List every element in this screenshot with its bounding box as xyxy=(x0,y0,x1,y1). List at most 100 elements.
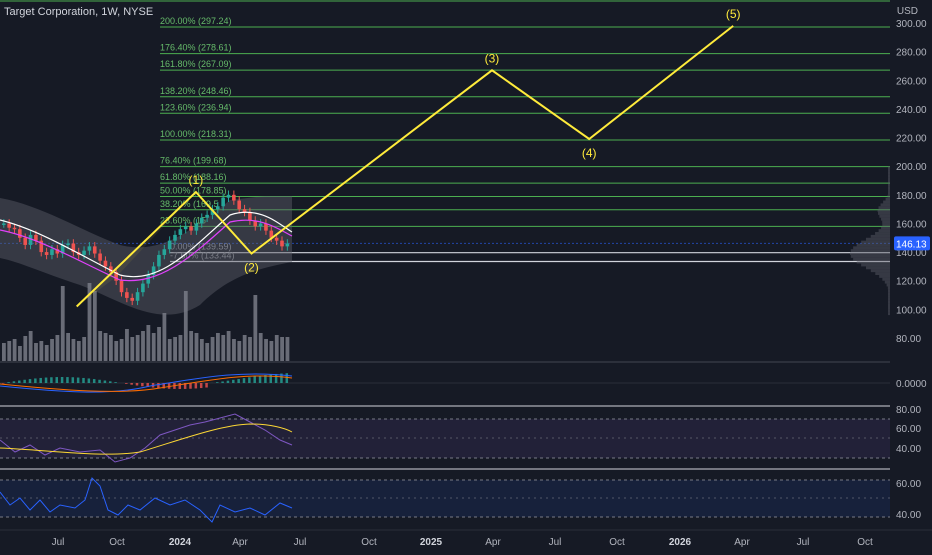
price-axis-tick: 280.00 xyxy=(896,48,927,59)
macd-histogram-bar xyxy=(125,383,128,384)
volume-profile-bar xyxy=(887,195,890,198)
volume-bar xyxy=(34,343,38,361)
candle-body xyxy=(259,223,263,226)
candle-body xyxy=(195,223,199,230)
volume-profile-bar xyxy=(888,183,890,186)
volume-bar xyxy=(216,333,220,361)
time-axis-tick: Oct xyxy=(361,537,377,548)
candle-body xyxy=(13,228,17,230)
volume-profile-bar xyxy=(882,221,890,224)
volume-bar xyxy=(189,331,193,361)
volume-bar xyxy=(184,291,188,361)
macd-histogram-bar xyxy=(237,379,240,383)
macd-histogram-bar xyxy=(45,378,48,383)
volume-profile-bar xyxy=(881,218,890,221)
macd-histogram-bar xyxy=(205,383,208,388)
volume-profile-bar xyxy=(888,192,890,195)
time-axis-tick: Jul xyxy=(52,537,65,548)
candle-body xyxy=(286,244,290,247)
candle-body xyxy=(125,292,129,298)
volume-profile-bar xyxy=(888,189,890,192)
macd-histogram-bar xyxy=(157,383,160,388)
volume-bar xyxy=(98,331,102,361)
volume-profile-bar xyxy=(888,178,890,181)
volume-bar xyxy=(23,336,27,361)
candle-body xyxy=(280,241,284,247)
oscillator-axis-tick: 40.00 xyxy=(896,510,921,521)
time-axis-tick: Jul xyxy=(294,537,307,548)
volume-bar xyxy=(200,339,204,361)
last-price-value: 146.13 xyxy=(896,239,927,250)
volume-profile-bar xyxy=(871,235,890,238)
macd-histogram-bar xyxy=(275,374,278,383)
macd-histogram-bar xyxy=(136,383,139,386)
time-axis-tick: Jul xyxy=(797,537,810,548)
volume-profile-bar xyxy=(857,244,890,247)
volume-bar xyxy=(280,337,284,361)
volume-profile-bar xyxy=(888,286,890,289)
volume-bar xyxy=(114,341,118,361)
symbol-title[interactable]: Target Corporation, 1W, NYSE xyxy=(4,6,153,18)
candle-body xyxy=(2,223,6,225)
volume-profile-bar xyxy=(878,212,890,215)
volume-profile-bar xyxy=(881,203,890,206)
volume-profile-bar xyxy=(853,246,890,249)
volume-bar xyxy=(66,333,70,361)
candle-body xyxy=(227,195,231,198)
volume-bar xyxy=(163,313,167,361)
volume-bar xyxy=(179,335,183,361)
macd-histogram-bar xyxy=(61,377,64,383)
volume-bar xyxy=(104,333,108,361)
macd-axis-tick: 0.0000 xyxy=(896,379,927,390)
time-axis-tick: Oct xyxy=(609,537,625,548)
time-axis-tick: 2026 xyxy=(669,537,692,548)
price-axis-tick: 100.00 xyxy=(896,305,927,316)
macd-histogram-bar xyxy=(216,382,219,383)
price-axis-tick: 120.00 xyxy=(896,277,927,288)
volume-profile-bar xyxy=(878,209,890,212)
fib-label: 100.00% (218.31) xyxy=(160,129,232,139)
volume-profile-bar xyxy=(851,249,890,252)
volume-profile-bar xyxy=(875,232,890,235)
macd-histogram-bar xyxy=(130,383,133,385)
volume-bar xyxy=(232,339,236,361)
volume-profile-bar xyxy=(882,223,890,226)
fib-label: 176.40% (278.61) xyxy=(160,43,232,53)
macd-histogram-bar xyxy=(114,382,117,383)
oscillator-pane: 60.00 40.00 xyxy=(0,469,921,522)
volume-bar xyxy=(18,346,22,361)
macd-histogram-bar xyxy=(109,381,112,383)
volume-profile-bar xyxy=(853,258,890,261)
candle-body xyxy=(275,238,279,241)
volume-profile-bar xyxy=(879,275,890,278)
volume-profile-bar xyxy=(888,307,890,310)
candle-body xyxy=(248,212,252,221)
volume-bar xyxy=(253,295,257,361)
candle-body xyxy=(120,281,124,292)
volume-bar xyxy=(136,335,140,361)
fib-label: 123.60% (236.94) xyxy=(160,102,232,112)
macd-histogram-bar xyxy=(7,382,10,383)
volume-profile-bar xyxy=(888,175,890,178)
macd-histogram-bar xyxy=(253,376,256,383)
price-axis-tick: 160.00 xyxy=(896,219,927,230)
volume-bar xyxy=(286,337,290,361)
time-axis-tick: Jul xyxy=(549,537,562,548)
macd-histogram-bar xyxy=(221,381,224,383)
volume-profile-bar xyxy=(866,238,890,241)
price-axis-tick: 260.00 xyxy=(896,76,927,87)
price-axis-tick: 220.00 xyxy=(896,134,927,145)
macd-histogram-bar xyxy=(66,377,69,383)
oscillator-axis-tick: 60.00 xyxy=(896,479,921,490)
fib-label: 200.00% (297.24) xyxy=(160,16,232,26)
volume-profile-bar xyxy=(888,181,890,184)
macd-histogram-bar xyxy=(23,380,26,383)
volume-bar xyxy=(77,341,81,361)
price-axis-tick: 200.00 xyxy=(896,162,927,173)
volume-bar xyxy=(29,331,33,361)
candle-body xyxy=(104,261,108,267)
macd-histogram-bar xyxy=(189,383,192,389)
macd-histogram-bar xyxy=(72,377,75,383)
